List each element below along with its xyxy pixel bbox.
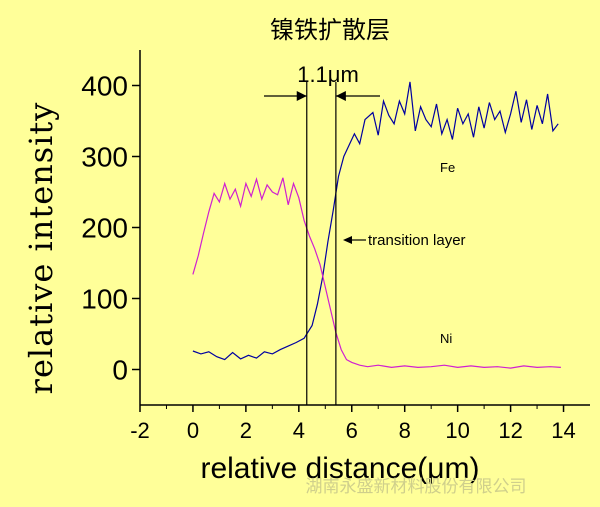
width-arrow-right-head <box>335 91 346 101</box>
plot-area: 0 100 200 300 400 -2 0 2 4 6 8 10 12 14 <box>81 50 590 443</box>
y-axis-label: relative intensity <box>22 102 60 395</box>
y-tick-label: 400 <box>81 71 128 102</box>
y-tick-label: 100 <box>81 284 128 315</box>
fe-series-label: Fe <box>440 160 455 175</box>
x-tick-label: 4 <box>293 418 305 443</box>
transition-width-label: 1.1μm <box>297 62 359 87</box>
x-ticks: -2 0 2 4 6 8 10 12 14 <box>130 405 576 443</box>
ni-series-label: Ni <box>440 331 452 346</box>
x-axis-label: relative distance(μm) <box>200 452 479 485</box>
series-line-ni <box>192 177 561 369</box>
watermark-text: 湖南永盛新材料股份有限公司 <box>306 477 527 497</box>
series-line-fe <box>192 81 559 361</box>
annotation-lines <box>264 82 380 405</box>
x-tick-label: 8 <box>399 418 411 443</box>
width-arrow-left-head <box>296 91 307 101</box>
y-tick-label: 300 <box>81 142 128 173</box>
x-tick-label: 14 <box>551 418 575 443</box>
x-tick-label: 2 <box>240 418 252 443</box>
y-tick-label: 0 <box>112 355 128 386</box>
x-tick-label: 0 <box>187 418 199 443</box>
x-tick-label: 12 <box>498 418 522 443</box>
transition-pointer-head <box>343 236 352 244</box>
x-tick-label: -2 <box>130 418 150 443</box>
y-ticks: 0 100 200 300 400 <box>81 71 140 386</box>
x-tick-label: 6 <box>346 418 358 443</box>
chart-title: 镍铁扩散层 <box>270 16 390 44</box>
series-lines <box>192 81 561 369</box>
x-tick-label: 10 <box>445 418 469 443</box>
transition-layer-label: transition layer <box>368 232 466 249</box>
y-tick-label: 200 <box>81 213 128 244</box>
